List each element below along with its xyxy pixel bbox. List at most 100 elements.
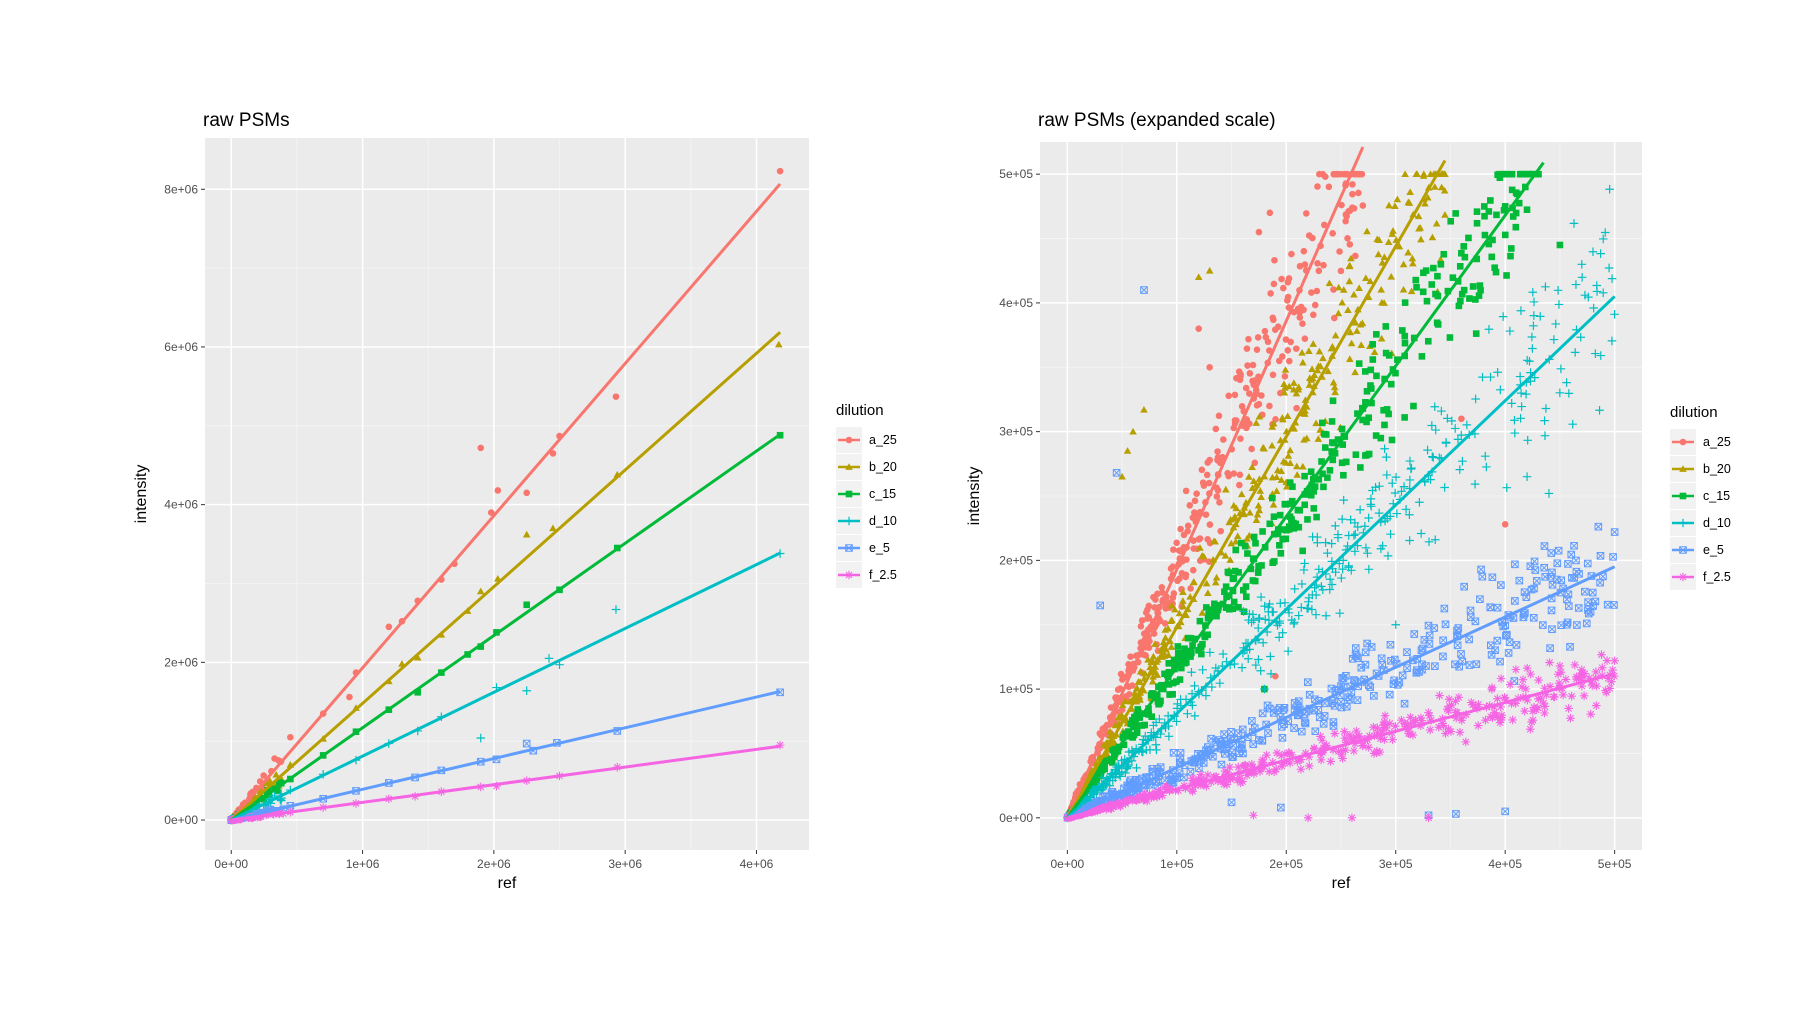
point-c_15: [1222, 583, 1230, 591]
point-f_2-5: [1597, 650, 1606, 659]
point-a_25: [1248, 445, 1255, 453]
point-c_15: [1507, 245, 1515, 252]
point-f_2-5: [1255, 767, 1265, 776]
point-f_2-5: [1277, 751, 1286, 761]
point-a_25: [1096, 730, 1104, 737]
point-c_15: [1466, 295, 1473, 302]
point-b_20: [1356, 320, 1365, 328]
point-b_20: [1305, 374, 1314, 382]
point-f_2-5: [1525, 724, 1535, 734]
chart-left-x-tick-label: 2e+06: [477, 857, 511, 871]
point-c_15: [1243, 593, 1250, 601]
point-b_20: [1331, 388, 1339, 396]
point-c_15: [1481, 231, 1489, 239]
point-f_2-5: [1222, 774, 1232, 784]
point-a_25: [1315, 267, 1323, 275]
fit-line-f_2-5: [1066, 672, 1616, 820]
point-c_15: [1270, 513, 1278, 521]
point-d_10: [1541, 282, 1550, 292]
point-a_25: [1270, 316, 1277, 324]
point-b_20: [1284, 452, 1293, 459]
point-a_25: [1236, 471, 1244, 479]
point-c_15: [1368, 399, 1375, 407]
point-c_15: [1307, 468, 1315, 475]
point-b_20: [1149, 652, 1158, 660]
point-f_2-5: [1534, 675, 1543, 685]
point-a_25: [1359, 202, 1367, 209]
point-b_20: [1233, 532, 1242, 540]
point-f_2-5: [1500, 693, 1510, 703]
point-e_5: [1520, 610, 1528, 619]
point-e_5: [1496, 657, 1504, 666]
point-f_2-5: [1388, 735, 1397, 744]
point-d_10: [1423, 445, 1432, 455]
point-e_5: [1526, 562, 1535, 571]
point-a_25: [1293, 404, 1300, 412]
point-f_2-5: [1354, 731, 1364, 741]
point-f_2-5: [1579, 691, 1589, 701]
chart-right-x-tick-label: 3e+05: [1379, 857, 1413, 871]
point-c_15: [1230, 598, 1238, 606]
point-e_5: [1610, 601, 1618, 609]
point-f_2-5: [1507, 699, 1516, 708]
point-a_25: [1206, 521, 1214, 528]
point-b_20: [1202, 579, 1211, 587]
point-f_2-5: [1191, 781, 1200, 790]
point-f_2-5: [1373, 723, 1382, 733]
point-b_20: [1179, 602, 1187, 610]
point-f_2-5: [1540, 683, 1549, 693]
chart-left-x-axis-title: ref: [498, 875, 517, 892]
point-c_15: [1359, 416, 1366, 424]
chart-left-title: raw PSMs: [203, 110, 290, 131]
point-f_2-5: [1439, 721, 1448, 730]
point-b_20: [1362, 274, 1370, 281]
point-d_10: [1407, 463, 1416, 473]
point-e_5: [1126, 776, 1135, 784]
point-a_25: [1458, 415, 1465, 423]
point-d_10: [1516, 414, 1525, 423]
point-d_10: [1254, 655, 1263, 664]
point-a_25: [346, 693, 353, 701]
point-c_15: [1373, 331, 1380, 338]
point-c_15: [1481, 212, 1488, 220]
point-a_25: [1193, 490, 1200, 497]
point-d_10: [1551, 319, 1561, 329]
point-d_10: [1443, 414, 1452, 423]
point-a_25: [1285, 357, 1293, 365]
point-c_15: [1224, 568, 1232, 576]
point-a_25: [1213, 493, 1221, 500]
point-f_2-5: [1444, 706, 1453, 715]
point-c_15: [1181, 659, 1188, 667]
point-c_15: [1242, 583, 1250, 590]
point-c_15: [1208, 606, 1215, 613]
point-b_20: [1129, 427, 1137, 435]
point-c_15: [1355, 360, 1363, 367]
point-f_2-5: [1285, 758, 1295, 768]
point-b_20: [1285, 382, 1293, 390]
point-d_10: [1596, 351, 1606, 360]
point-e_5: [1112, 469, 1121, 477]
point-c_15: [1491, 264, 1498, 272]
point-d_10: [1385, 512, 1395, 521]
point-f_2-5: [1285, 749, 1294, 758]
point-b_20: [1273, 466, 1282, 474]
point-b_20: [1331, 331, 1340, 339]
chart-left-x-tick-label: 1e+06: [346, 857, 380, 871]
point-f_2-5: [1451, 696, 1460, 706]
point-f_2-5: [1528, 706, 1538, 716]
point-c_15: [1289, 483, 1296, 490]
point-d_10: [1405, 456, 1415, 466]
point-c_15: [1432, 290, 1439, 298]
point-d_10: [1363, 548, 1372, 558]
point-a_25: [287, 733, 294, 741]
point-e_5: [1394, 680, 1402, 689]
point-a_25: [1284, 278, 1292, 286]
point-d_10: [1607, 336, 1617, 346]
point-d_10: [1311, 610, 1321, 619]
point-a_25: [1338, 201, 1345, 209]
point-a_25: [1243, 345, 1251, 352]
point-e_5: [1161, 776, 1169, 785]
point-f_2-5: [1534, 694, 1543, 704]
point-b_20: [1417, 235, 1425, 243]
point-d_10: [1430, 535, 1440, 545]
